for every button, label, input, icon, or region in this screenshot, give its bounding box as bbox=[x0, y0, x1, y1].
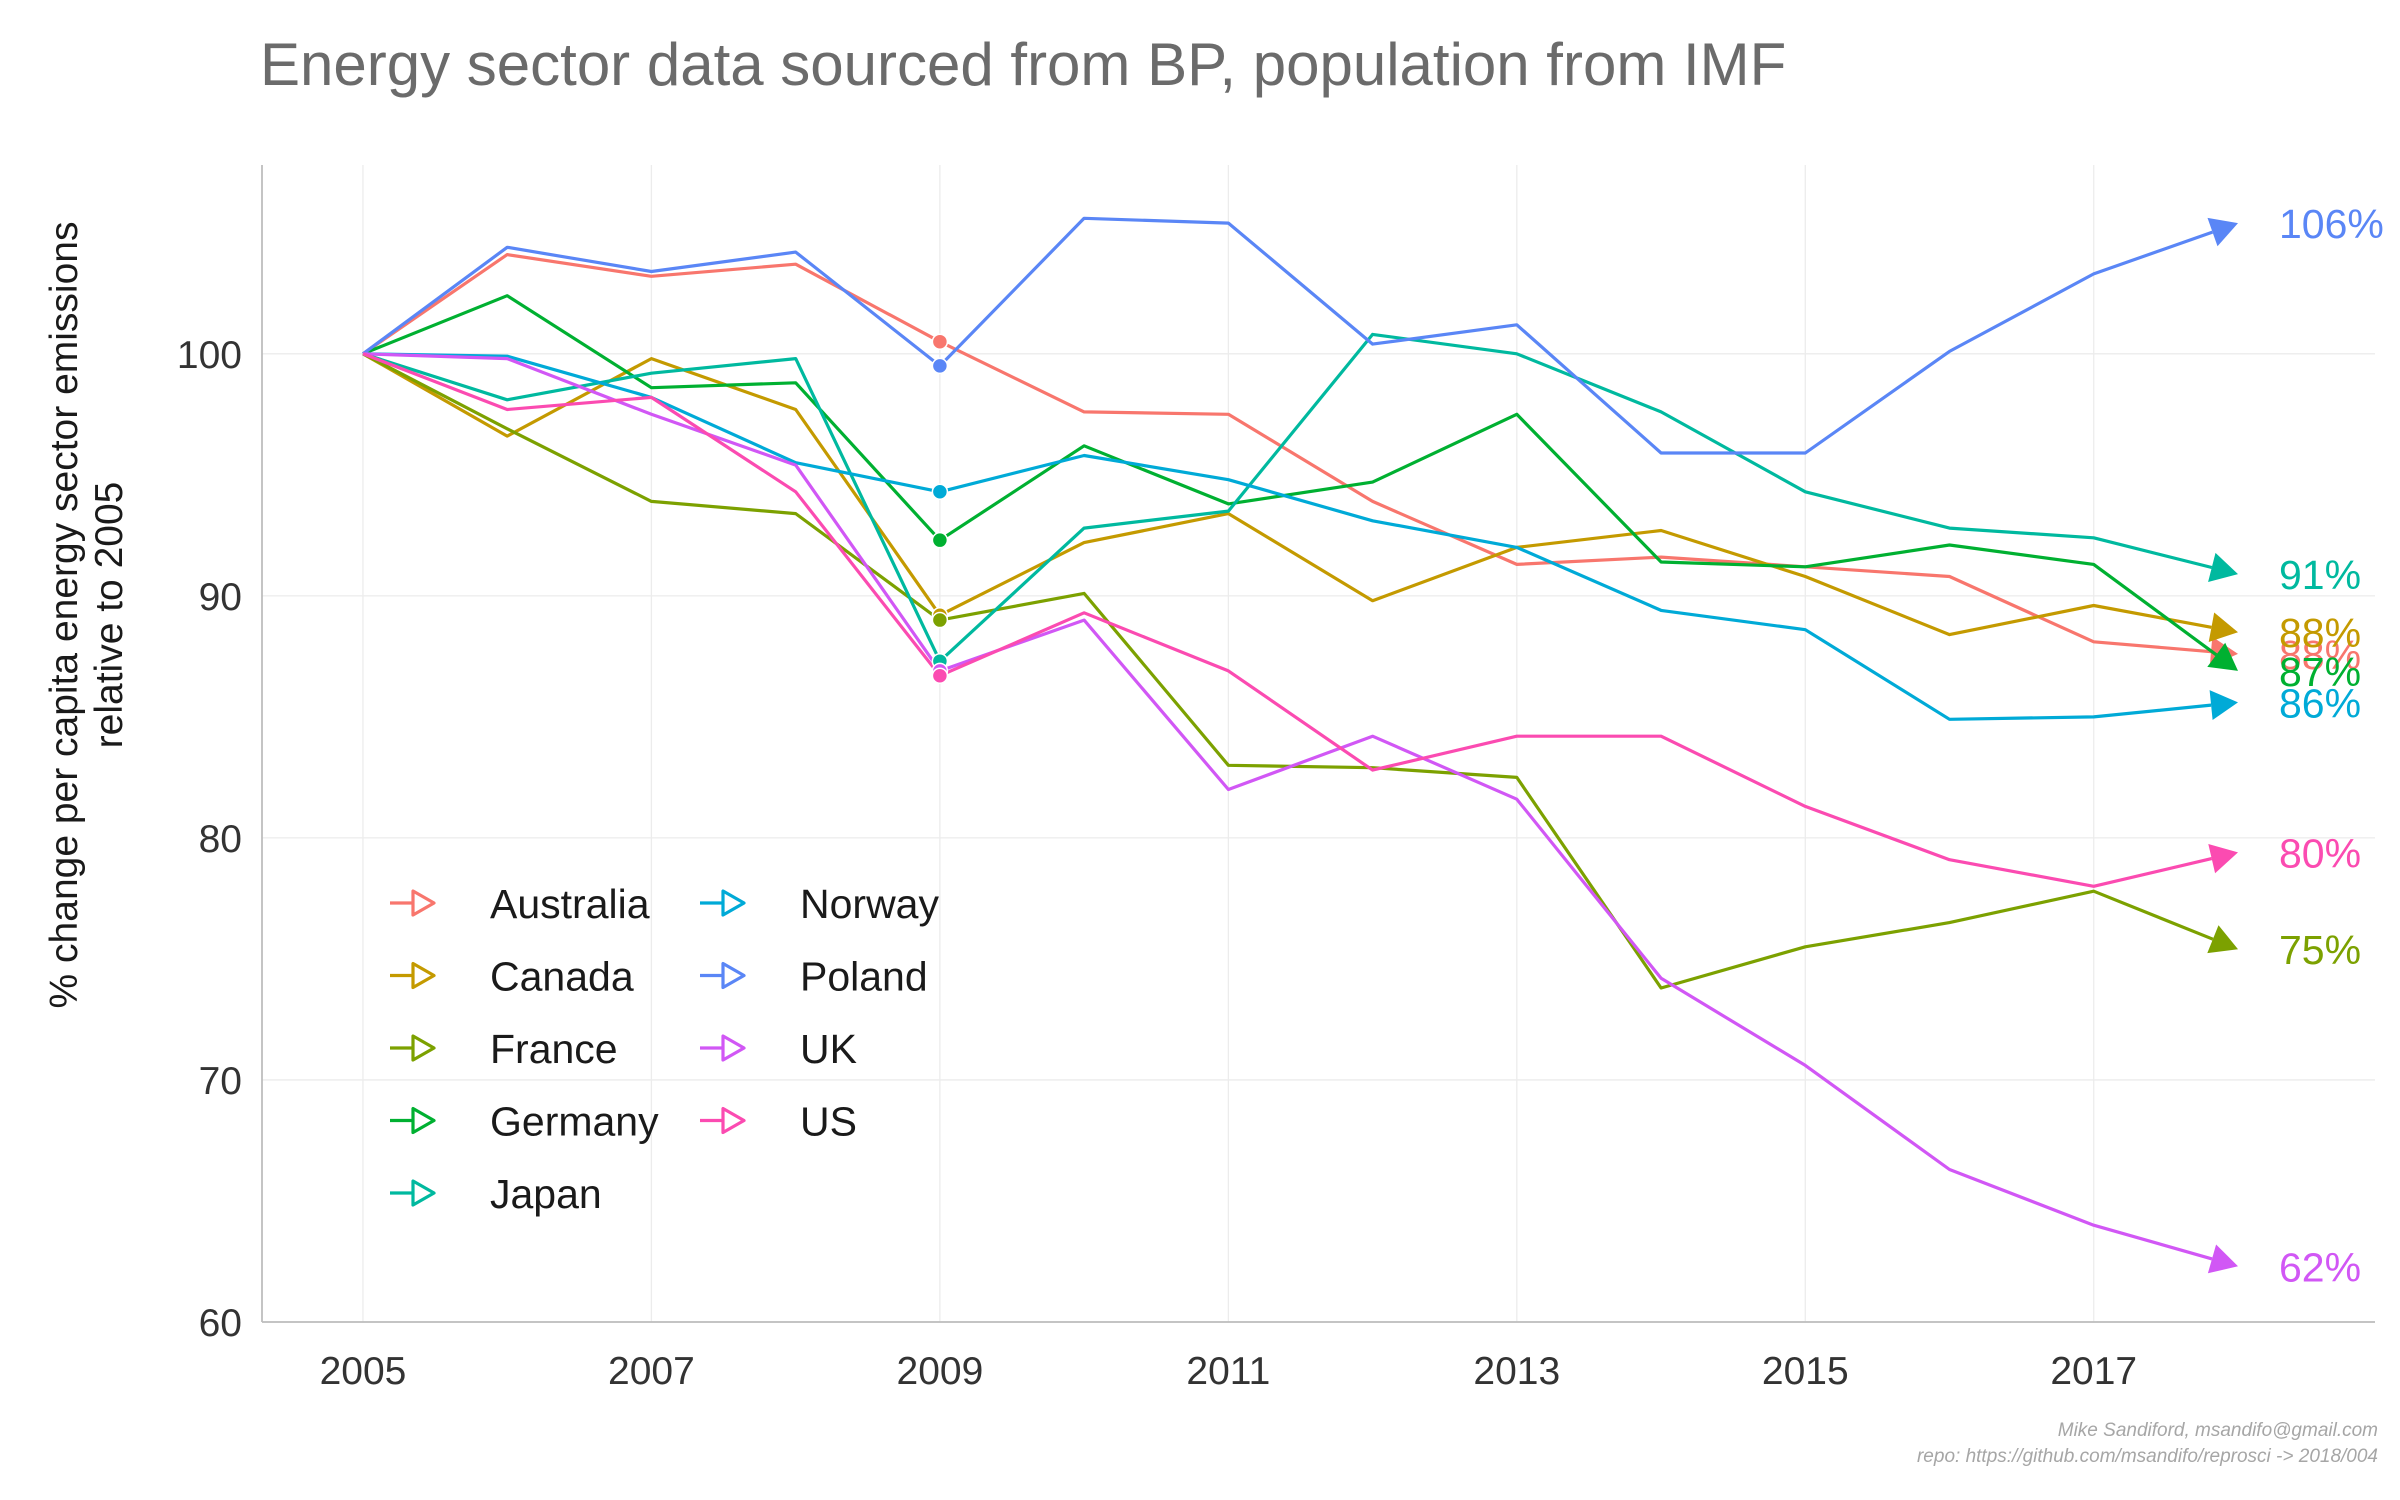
series-line-us bbox=[362, 352, 2213, 888]
y-tick-label-70: 70 bbox=[199, 1060, 242, 1103]
legend-key-arrow-germany bbox=[411, 1106, 436, 1135]
y-tick-label-80: 80 bbox=[199, 818, 242, 861]
gridlines bbox=[262, 165, 2375, 1323]
series-line-japan bbox=[362, 332, 2213, 663]
legend-item-france: France bbox=[390, 1026, 618, 1072]
legend-label-australia: Australia bbox=[490, 881, 650, 927]
end-label-japan: 91% bbox=[2279, 552, 2361, 598]
legend: Australia Canada France Germany Japan Norway P… bbox=[390, 881, 939, 1217]
series-line-germany bbox=[362, 294, 2218, 657]
legend-label-poland: Poland bbox=[800, 954, 928, 1000]
legend-label-norway: Norway bbox=[800, 881, 939, 927]
end-labels: 88%88% 75% 87% 91% 86% 106% 62% 80% bbox=[2279, 201, 2384, 1290]
series-line-norway bbox=[362, 352, 2212, 721]
x-tick-label-2013: 2013 bbox=[1473, 1350, 1560, 1393]
end-label-germany: 87% bbox=[2279, 649, 2361, 695]
series-arrow-norway bbox=[2209, 690, 2238, 720]
series-arrow-germany bbox=[2207, 642, 2238, 671]
x-tick-label-2011: 2011 bbox=[1186, 1350, 1270, 1393]
legend-label-france: France bbox=[490, 1026, 618, 1072]
marker-2009-australia bbox=[931, 333, 949, 350]
series-arrow-uk bbox=[2207, 1244, 2238, 1274]
end-label-france: 75% bbox=[2279, 927, 2361, 973]
y-tick-label-60: 60 bbox=[199, 1302, 242, 1345]
legend-label-canada: Canada bbox=[490, 954, 634, 1000]
legend-label-us: US bbox=[800, 1099, 857, 1145]
x-tick-label-2005: 2005 bbox=[320, 1350, 407, 1393]
end-label-uk: 62% bbox=[2279, 1244, 2361, 1290]
series-line-canada bbox=[362, 352, 2212, 637]
legend-item-australia: Australia bbox=[390, 881, 650, 927]
legend-label-germany: Germany bbox=[490, 1099, 659, 1145]
axes: 60 70 80 90 100 2005 2007 2009 2011 2013 2015 2017 bbox=[177, 165, 2375, 1393]
legend-key-arrow-canada bbox=[411, 961, 436, 990]
legend-key-arrow-poland bbox=[721, 961, 746, 990]
end-label-us: 80% bbox=[2279, 830, 2361, 876]
x-tick-label-2007: 2007 bbox=[608, 1350, 695, 1393]
x-tick-label-2017: 2017 bbox=[2050, 1350, 2137, 1393]
legend-item-japan: Japan bbox=[390, 1171, 602, 1217]
series-line-australia bbox=[362, 253, 2212, 654]
legend-key-arrow-japan bbox=[411, 1179, 436, 1207]
end-label-australia: 88% bbox=[2279, 632, 2361, 678]
series-line-france bbox=[362, 352, 2214, 990]
chart-title: Energy sector data sourced from BP, popu… bbox=[260, 31, 1786, 98]
legend-key-arrow-france bbox=[411, 1034, 436, 1062]
y-axis-title-line2: relative to 2005 bbox=[88, 482, 131, 749]
marker-2009-france bbox=[931, 611, 949, 629]
legend-key-arrow-uk bbox=[721, 1034, 746, 1062]
y-axis-title: % change per capita energy sector emissi… bbox=[43, 222, 131, 1009]
legend-item-norway: Norway bbox=[700, 881, 939, 927]
legend-item-germany: Germany bbox=[390, 1099, 659, 1145]
series-line-uk bbox=[362, 352, 2213, 1261]
series-line-poland bbox=[362, 216, 2214, 455]
caption-author: Mike Sandiford, msandifo@gmail.com bbox=[2058, 1420, 2378, 1441]
legend-item-uk: UK bbox=[700, 1026, 857, 1072]
marker-2009-us bbox=[931, 667, 949, 684]
y-tick-label-100: 100 bbox=[177, 334, 242, 377]
highlight-markers bbox=[931, 333, 949, 684]
series-arrow-us bbox=[2208, 844, 2238, 874]
series-arrow-japan bbox=[2208, 552, 2238, 582]
x-tick-label-2009: 2009 bbox=[897, 1350, 984, 1393]
legend-key-arrow-australia bbox=[411, 889, 436, 917]
series-arrow-canada bbox=[2208, 612, 2238, 642]
marker-2009-germany bbox=[931, 531, 949, 549]
x-tick-label-2015: 2015 bbox=[1762, 1350, 1849, 1393]
series-arrow-france bbox=[2207, 925, 2238, 954]
caption-repo: repo: https://github.com/msandifo/repros… bbox=[1917, 1446, 2378, 1467]
series-arrow-poland bbox=[2207, 217, 2238, 247]
marker-2009-norway bbox=[931, 483, 949, 501]
end-label-norway: 86% bbox=[2279, 680, 2361, 726]
legend-label-uk: UK bbox=[800, 1026, 857, 1072]
y-axis-title-line1: % change per capita energy sector emissi… bbox=[43, 222, 86, 1009]
y-tick-label-90: 90 bbox=[199, 576, 242, 619]
end-label-canada: 88% bbox=[2279, 610, 2361, 656]
legend-key-arrow-norway bbox=[721, 889, 746, 917]
legend-item-us: US bbox=[700, 1099, 857, 1145]
end-label-poland: 106% bbox=[2279, 201, 2384, 247]
marker-2009-poland bbox=[931, 357, 949, 375]
legend-key-arrow-us bbox=[721, 1106, 746, 1135]
legend-item-poland: Poland bbox=[700, 954, 928, 1000]
series-lines bbox=[362, 216, 2238, 1274]
legend-item-canada: Canada bbox=[390, 954, 634, 1000]
legend-label-japan: Japan bbox=[490, 1171, 602, 1217]
